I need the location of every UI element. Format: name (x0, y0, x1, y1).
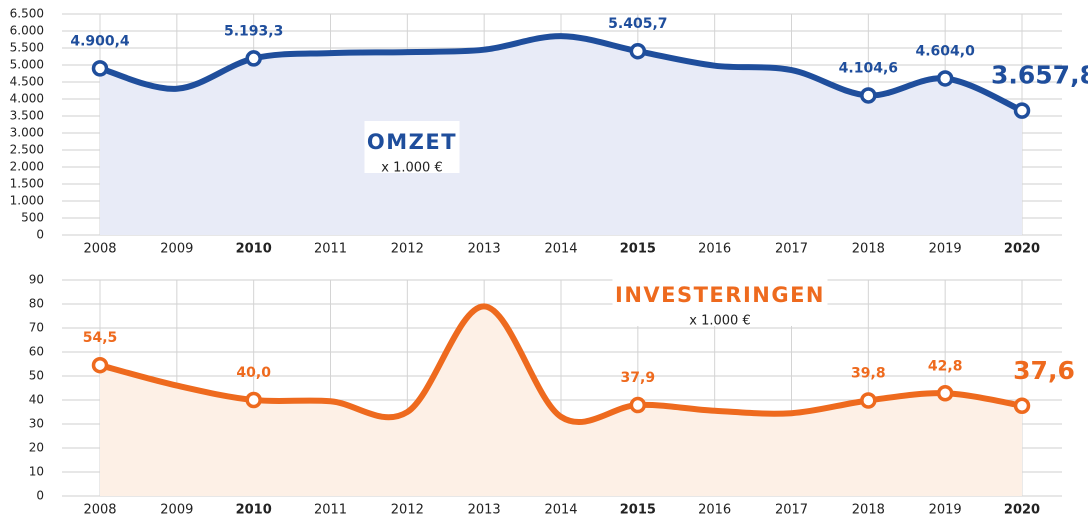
x-tick-label: 2012 (391, 242, 424, 257)
x-tick-label: 2020 (1004, 242, 1040, 257)
x-tick-label: 2014 (544, 242, 577, 257)
marker (245, 391, 262, 409)
x-tick-label: 2016 (698, 503, 731, 518)
x-tick-label: 2013 (468, 242, 501, 257)
y-tick-label: 0 (36, 489, 44, 503)
y-tick-label: 6.500 (10, 7, 44, 21)
marker (860, 392, 877, 409)
y-tick-label: 20 (29, 441, 44, 455)
data-label: 4.900,4 (70, 33, 130, 49)
marker (91, 60, 109, 77)
y-tick-label: 500 (21, 211, 44, 225)
x-tick-label: 2014 (544, 503, 577, 518)
marker (629, 396, 647, 414)
area (100, 36, 1022, 235)
x-tick-label: 2008 (83, 242, 116, 257)
x-tick-label: 2018 (852, 242, 885, 257)
y-tick-label: 2.000 (10, 160, 44, 174)
y-tick-label: 2.500 (10, 143, 44, 157)
x-tick-label: 2010 (236, 242, 272, 257)
y-tick-label: 4.500 (10, 75, 44, 89)
chart-title: INVESTERINGEN (615, 283, 825, 307)
y-tick-label: 10 (29, 465, 44, 479)
x-tick-label: 2019 (929, 503, 962, 518)
x-tick-label: 2020 (1004, 503, 1040, 518)
x-tick-label: 2017 (775, 242, 808, 257)
x-tick-label: 2012 (391, 503, 424, 518)
x-tick-label: 2009 (160, 242, 193, 257)
chart-subtitle: x 1.000 € (381, 161, 442, 176)
data-label: 4.104,6 (839, 60, 898, 76)
marker (1013, 102, 1031, 119)
x-tick-label: 2009 (160, 503, 193, 518)
data-label: 3.657,8 (991, 61, 1088, 90)
y-tick-label: 3.000 (10, 126, 44, 140)
data-label: 37,9 (621, 370, 656, 386)
chart-subtitle: x 1.000 € (689, 314, 750, 329)
x-tick-label: 2011 (314, 503, 347, 518)
x-tick-label: 2018 (852, 503, 885, 518)
data-label: 40,0 (236, 365, 271, 381)
title-box (364, 121, 460, 173)
y-tick-label: 4.000 (10, 92, 44, 106)
y-tick-label: 1.500 (10, 177, 44, 191)
data-label: 5.405,7 (608, 16, 667, 32)
y-tick-label: 3.500 (10, 109, 44, 123)
marker (245, 50, 262, 67)
data-label: 37,6 (1013, 356, 1075, 385)
marker (936, 70, 954, 87)
x-tick-label: 2019 (929, 242, 962, 257)
marker (91, 356, 109, 374)
x-tick-label: 2015 (620, 242, 656, 257)
y-tick-label: 70 (29, 321, 44, 335)
y-tick-label: 0 (36, 228, 44, 242)
y-tick-label: 50 (29, 369, 44, 383)
y-tick-label: 40 (29, 393, 44, 407)
data-label: 5.193,3 (224, 23, 283, 39)
x-tick-label: 2015 (620, 503, 656, 518)
data-label: 4.604,0 (915, 43, 975, 59)
area (100, 306, 1022, 496)
data-label: 39,8 (851, 365, 886, 381)
y-tick-label: 5.500 (10, 41, 44, 55)
data-label: 42,8 (928, 358, 963, 374)
marker (629, 42, 647, 60)
y-tick-label: 90 (29, 273, 44, 287)
data-label: 54,5 (83, 330, 118, 346)
x-tick-label: 2017 (775, 503, 808, 518)
x-tick-label: 2013 (468, 503, 501, 518)
marker (936, 385, 954, 402)
y-tick-label: 1.000 (10, 194, 44, 208)
marker (1013, 397, 1031, 415)
marker (860, 87, 877, 104)
x-tick-label: 2008 (83, 503, 116, 518)
y-tick-label: 6.000 (10, 24, 44, 38)
x-tick-label: 2010 (236, 503, 272, 518)
y-tick-label: 30 (29, 417, 44, 431)
y-tick-label: 60 (29, 345, 44, 359)
title-box (612, 274, 828, 326)
x-tick-label: 2011 (314, 242, 347, 257)
y-tick-label: 5.000 (10, 58, 44, 72)
x-tick-label: 2016 (698, 242, 731, 257)
y-tick-label: 80 (29, 297, 44, 311)
chart-title: OMZET (367, 130, 457, 154)
